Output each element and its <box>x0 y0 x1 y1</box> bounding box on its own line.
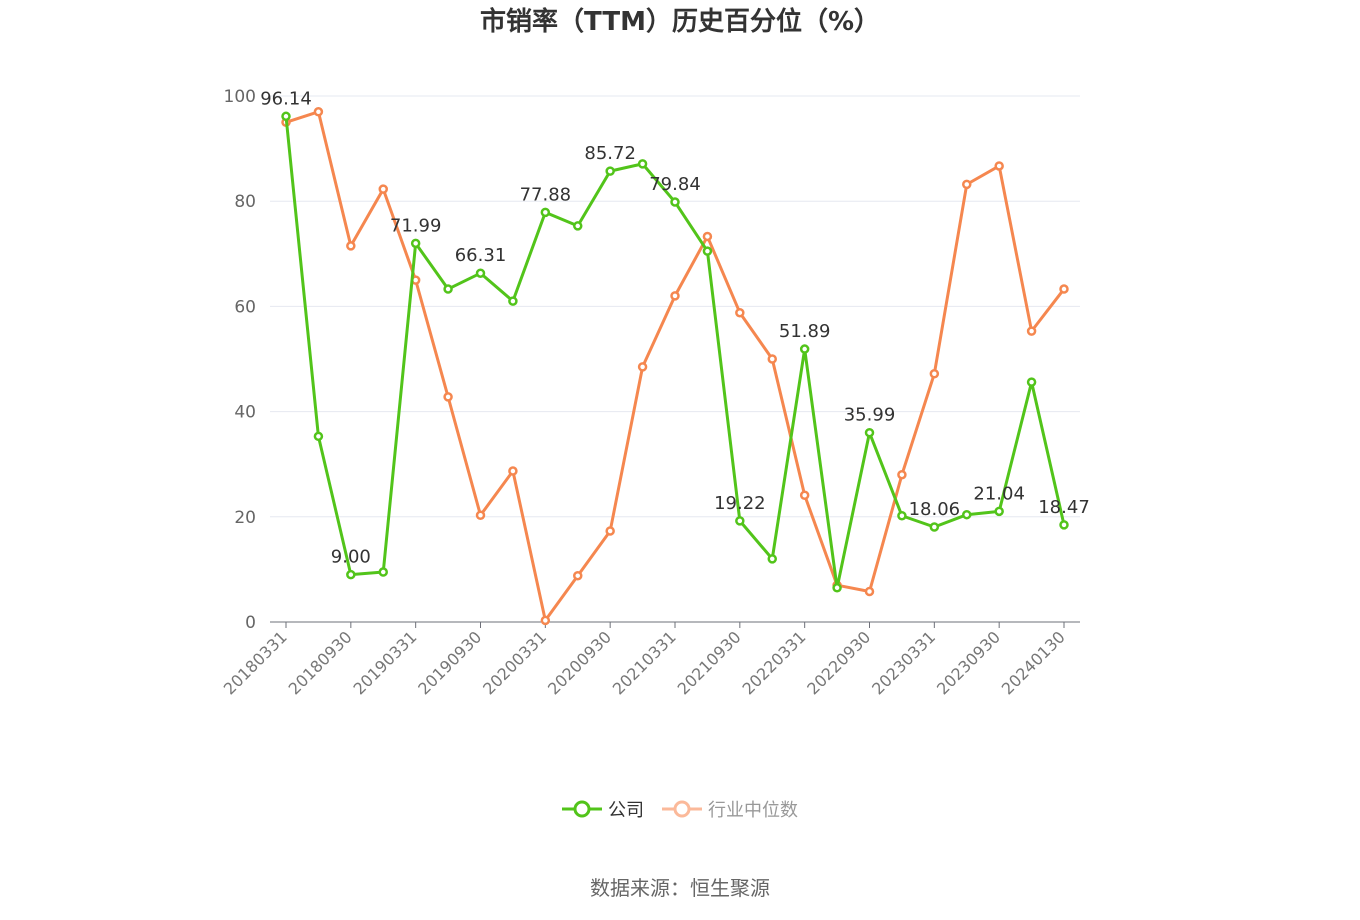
data-label-20230930: 21.04 <box>973 483 1025 504</box>
series-1-point-20220930 <box>864 586 875 597</box>
series-0-point-20200630 <box>573 221 583 231</box>
series-1-point-20221231 <box>897 469 907 480</box>
series-lines <box>281 107 1069 626</box>
data-label-20240130: 18.47 <box>1038 497 1090 518</box>
y-tick-label-100: 100 <box>224 87 256 107</box>
series-0-point-20200930 <box>605 166 615 176</box>
x-tick-label-20190930: 20190930 <box>414 627 485 698</box>
data-label-20180930: 9.00 <box>331 547 371 568</box>
data-source-note: 数据来源：恒生聚源 <box>590 876 770 900</box>
series-1-point-20190630 <box>443 392 453 402</box>
series-0-point-20220331 <box>799 344 810 354</box>
series-1-point-20200930 <box>605 526 615 536</box>
series-0-point-20230930 <box>994 506 1004 517</box>
legend-industry-marker-icon <box>662 800 702 818</box>
series-1-point-20240130 <box>1059 284 1069 294</box>
series-1-point-20191231 <box>508 466 518 476</box>
data-label-20200331: 77.88 <box>520 184 572 205</box>
series-0-point-20211231 <box>767 554 777 564</box>
series-1-point-20231231 <box>1026 326 1037 336</box>
series-0-point-20190331 <box>410 238 421 249</box>
y-tick-label-40: 40 <box>234 403 256 423</box>
series-1-point-20201231 <box>637 362 648 372</box>
series-0-point-20221231 <box>897 510 907 521</box>
legend-item-company[interactable]: 公司 <box>562 796 644 822</box>
data-label-20220331: 51.89 <box>779 321 831 342</box>
series-1-point-20180630 <box>313 107 324 117</box>
data-label-20180331: 96.14 <box>260 88 312 109</box>
series-1-point-20230331 <box>929 368 940 379</box>
x-tick-label-20240130: 20240130 <box>998 627 1069 698</box>
data-label-20210930: 19.22 <box>714 493 766 514</box>
x-tick-label-20210331: 20210331 <box>609 627 680 698</box>
series-0-point-20201231 <box>637 159 648 169</box>
series-0-point-20190630 <box>443 284 453 294</box>
series-1-point-20210331 <box>670 291 680 301</box>
y-tick-label-80: 80 <box>234 192 256 212</box>
grid-lines <box>270 95 1080 518</box>
series-0-point-20200331 <box>540 207 551 218</box>
series-1-point-20230930 <box>994 161 1004 171</box>
x-tick-label-20200930: 20200930 <box>544 627 615 698</box>
series-0-point-20220930 <box>864 427 875 438</box>
series-1-point-20181231 <box>378 184 388 194</box>
legend: 公司 行业中位数 <box>0 796 1360 822</box>
series-0-point-20231231 <box>1026 377 1037 387</box>
series-0-point-20181231 <box>378 567 388 577</box>
series-0-point-20240130 <box>1059 520 1069 530</box>
data-label-20200930: 85.72 <box>584 143 636 164</box>
data-label-20220930: 35.99 <box>844 405 896 426</box>
x-tick-label-20180930: 20180930 <box>285 627 356 698</box>
series-1-point-20200630 <box>573 570 583 581</box>
series-0-point-20210630 <box>702 246 713 256</box>
data-label-20190930: 66.31 <box>455 245 507 266</box>
legend-company-marker-icon <box>562 800 602 818</box>
series-0-point-20190930 <box>475 268 486 278</box>
series-1-point-20190930 <box>475 510 486 520</box>
series-0-point-20191231 <box>508 296 518 306</box>
data-labels: 96.14 9.00 71.99 66.31 77.88 85.72 79.84 19.22 5… <box>260 88 1090 567</box>
data-label-20210331: 79.84 <box>649 174 701 195</box>
series-0-point-20180930 <box>346 569 356 580</box>
series-1-point-20230630 <box>962 179 972 190</box>
data-label-20230331: 18.06 <box>909 499 961 520</box>
legend-label-industry-median: 行业中位数 <box>708 800 798 821</box>
series-0-point-20180331 <box>281 111 291 122</box>
series-1-point-20210630 <box>702 231 713 242</box>
legend-label-company: 公司 <box>608 800 644 821</box>
series-0-point-20220630 <box>832 583 842 593</box>
series-1-point-20200331 <box>540 615 551 626</box>
y-tick-label-60: 60 <box>234 297 256 317</box>
series-1-point-20211231 <box>767 354 777 364</box>
data-label-20190331: 71.99 <box>390 215 442 236</box>
series-1-point-20210930 <box>735 307 745 318</box>
x-tick-label-20180331: 20180331 <box>220 627 291 698</box>
series-1-point-20180930 <box>346 241 356 251</box>
x-tick-label-20210930: 20210930 <box>674 627 745 698</box>
series-1-point-20220331 <box>799 490 810 500</box>
y-tick-label-0: 0 <box>245 613 256 633</box>
series-0-point-20180630 <box>313 431 324 442</box>
legend-item-industry-median[interactable]: 行业中位数 <box>662 796 798 822</box>
y-tick-label-20: 20 <box>234 508 256 528</box>
x-tick-label-20200331: 20200331 <box>479 627 550 698</box>
x-tick-label-20230930: 20230930 <box>933 627 1004 698</box>
chart-title: 市销率（TTM）历史百分位（%） <box>480 7 880 37</box>
series-0-point-20230630 <box>962 509 972 520</box>
x-tick-label-20220930: 20220930 <box>803 627 874 698</box>
x-tick-label-20220331: 20220331 <box>738 627 809 698</box>
series-0-point-20210930 <box>735 516 745 526</box>
x-tick-label-20230331: 20230331 <box>868 627 939 698</box>
series-0-point-20210331 <box>670 197 680 207</box>
series-0-point-20230331 <box>929 522 940 532</box>
x-tick-label-20190331: 20190331 <box>349 627 420 698</box>
